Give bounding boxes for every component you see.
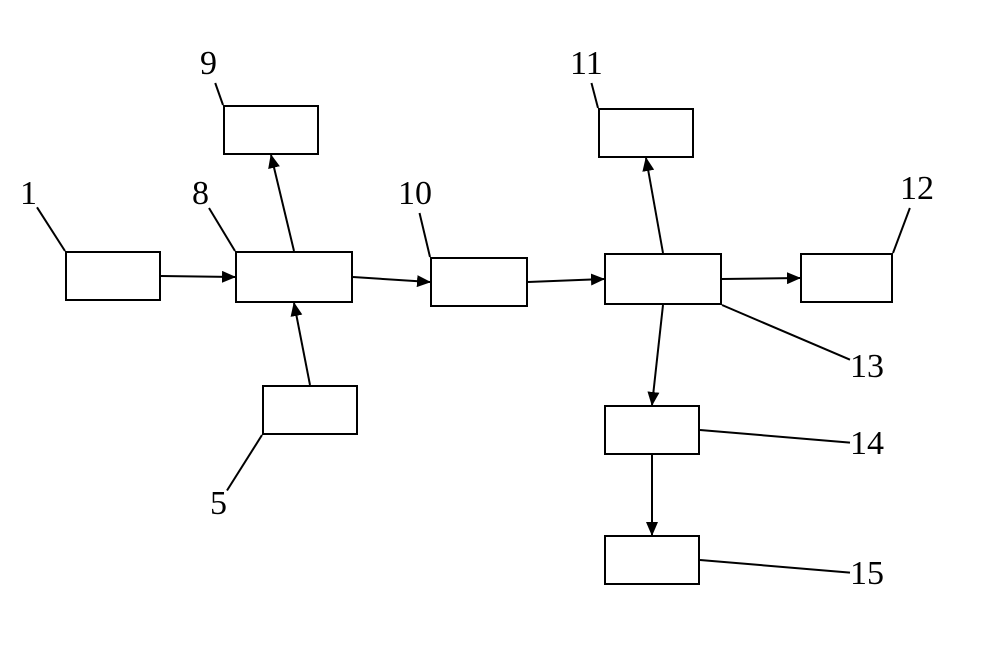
arrow-b13-b11 xyxy=(646,158,663,253)
label-l9: 9 xyxy=(200,45,217,83)
leader-l9 xyxy=(215,83,223,105)
leader-l15 xyxy=(700,560,850,573)
arrow-b8-b10 xyxy=(353,277,430,282)
arrow-b5-b8 xyxy=(294,303,310,385)
box-b8 xyxy=(235,251,353,303)
arrow-b13-b12 xyxy=(722,278,800,279)
arrow-b10-b13 xyxy=(528,279,604,282)
box-b1 xyxy=(65,251,161,301)
diagram-stage: 1 8 9 10 5 11 12 13 14 15 xyxy=(0,0,1000,654)
arrow-b8-b9 xyxy=(271,155,294,251)
leader-l1 xyxy=(37,207,65,251)
label-l13: 13 xyxy=(850,348,884,386)
label-l15: 15 xyxy=(850,555,884,593)
leader-l14 xyxy=(700,430,850,443)
box-b11 xyxy=(598,108,694,158)
arrow-b13-b14 xyxy=(652,305,663,405)
box-b15 xyxy=(604,535,700,585)
label-l10: 10 xyxy=(398,175,432,213)
box-b13 xyxy=(604,253,722,305)
label-l5: 5 xyxy=(210,485,227,523)
label-l1: 1 xyxy=(20,175,37,213)
leader-l12 xyxy=(893,208,910,253)
label-l8: 8 xyxy=(192,175,209,213)
leader-l11 xyxy=(591,83,598,108)
leader-l13 xyxy=(722,305,850,360)
box-b5 xyxy=(262,385,358,435)
label-l11: 11 xyxy=(570,45,603,83)
box-b9 xyxy=(223,105,319,155)
box-b10 xyxy=(430,257,528,307)
leader-l10 xyxy=(420,213,430,257)
arrow-b1-b8 xyxy=(161,276,235,277)
box-b12 xyxy=(800,253,893,303)
label-l14: 14 xyxy=(850,425,884,463)
label-l12: 12 xyxy=(900,170,934,208)
leader-l8 xyxy=(209,208,235,251)
box-b14 xyxy=(604,405,700,455)
leader-l5 xyxy=(227,435,262,491)
